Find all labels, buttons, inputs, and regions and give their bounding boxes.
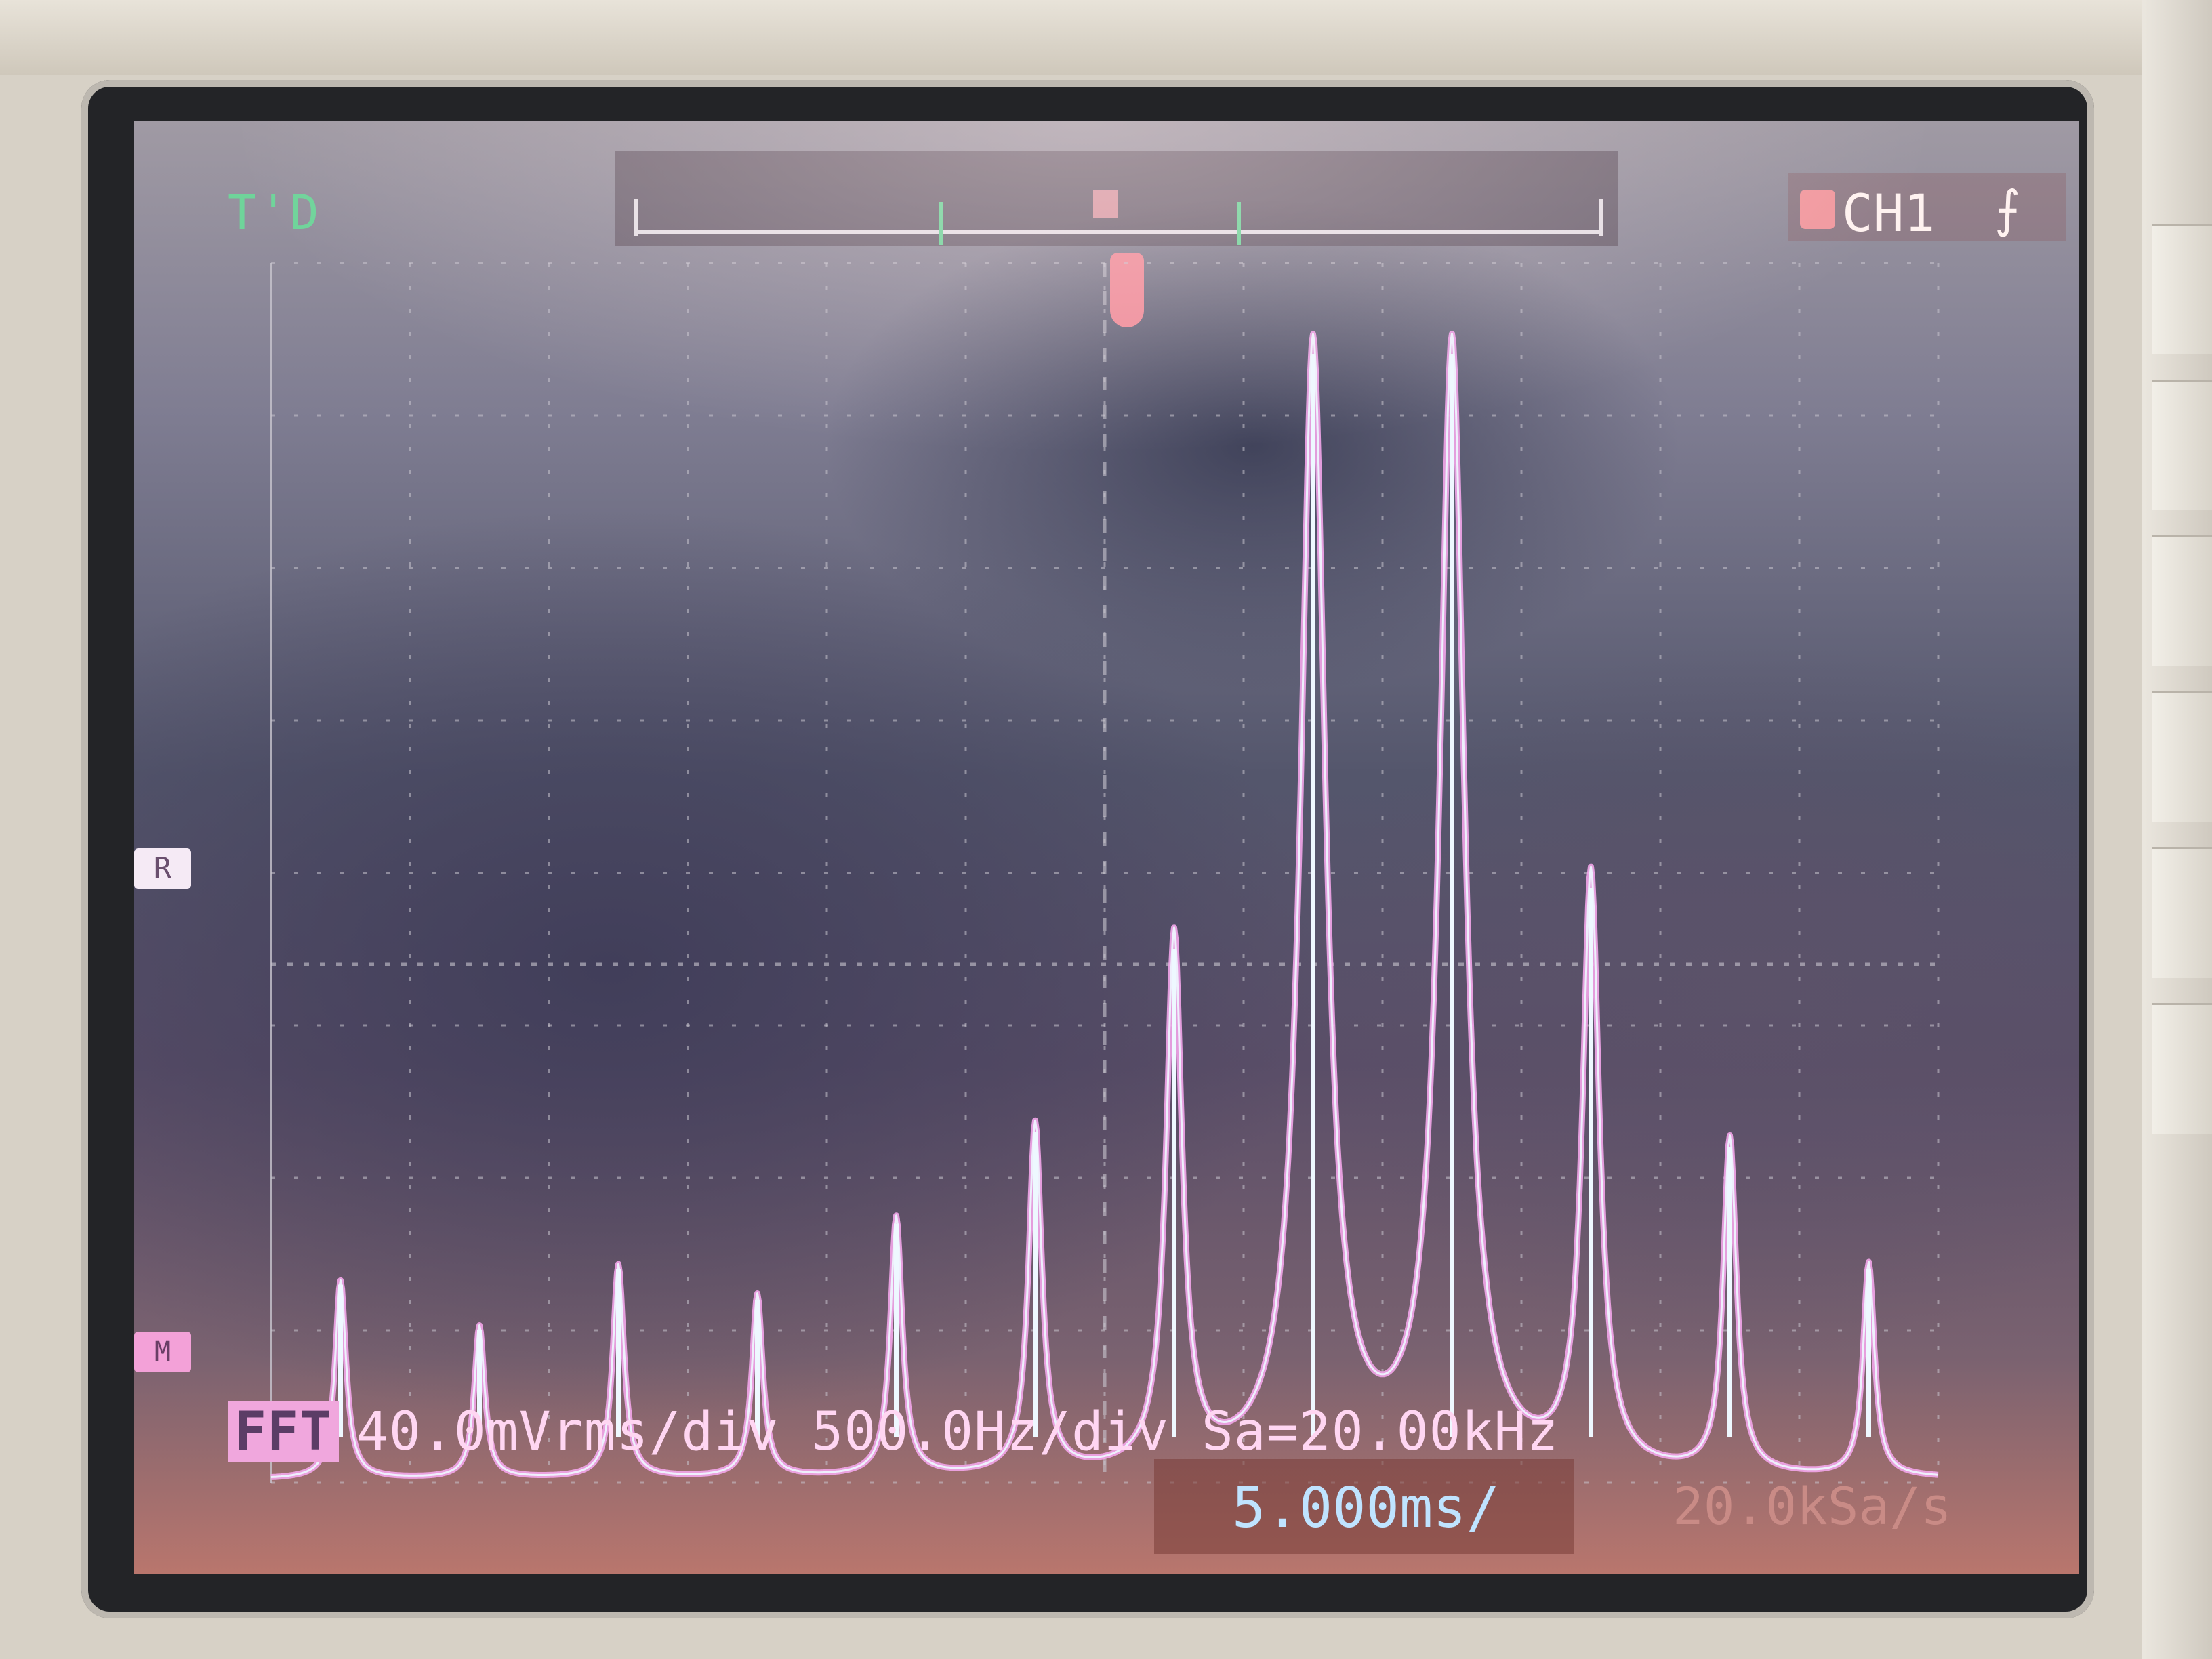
timebase-box	[1154, 1459, 1574, 1554]
channel-label: CH1	[1842, 183, 1936, 243]
softkey-5[interactable]	[2152, 847, 2212, 978]
softkey-3[interactable]	[2152, 535, 2212, 666]
trigger-status: T'D	[228, 185, 322, 241]
fft-trace-glow	[269, 330, 1940, 1481]
trigger-t-icon	[1800, 190, 1835, 229]
fft-status-line: FFT 40.0mVrms/div 500.0Hz/div Sa=20.00kHz	[228, 1401, 1559, 1467]
fft-trace	[270, 332, 1939, 1479]
ground-marker[interactable]: M	[134, 1332, 191, 1372]
timebase-readout: 5.000ms/	[1232, 1476, 1500, 1540]
softkey-6[interactable]	[2152, 1003, 2212, 1134]
trigger-position-marker[interactable]	[1110, 253, 1144, 327]
softkey-2[interactable]	[2152, 380, 2212, 510]
softkey-4[interactable]	[2152, 691, 2212, 822]
sample-rate-readout: 20.0kSa/s	[1673, 1476, 1952, 1536]
softkey-1[interactable]	[2152, 224, 2212, 354]
reference-marker[interactable]: R	[134, 848, 191, 889]
memory-trigger-icon	[1093, 190, 1118, 218]
memory-position-bar	[615, 151, 1618, 246]
fft-badge: FFT	[228, 1401, 339, 1462]
memory-bar-svg	[634, 190, 1603, 245]
rising-edge-icon: ⨍	[1994, 180, 2021, 239]
desk-background	[0, 0, 2212, 75]
fft-scale-text: 40.0mVrms/div 500.0Hz/div Sa=20.00kHz	[356, 1401, 1559, 1462]
oscilloscope-screen: T'D CH1 ⨍ R M FFT 40.0mVrms/div 500.0Hz/d…	[134, 121, 2079, 1574]
waveform-plot	[269, 262, 1940, 1484]
